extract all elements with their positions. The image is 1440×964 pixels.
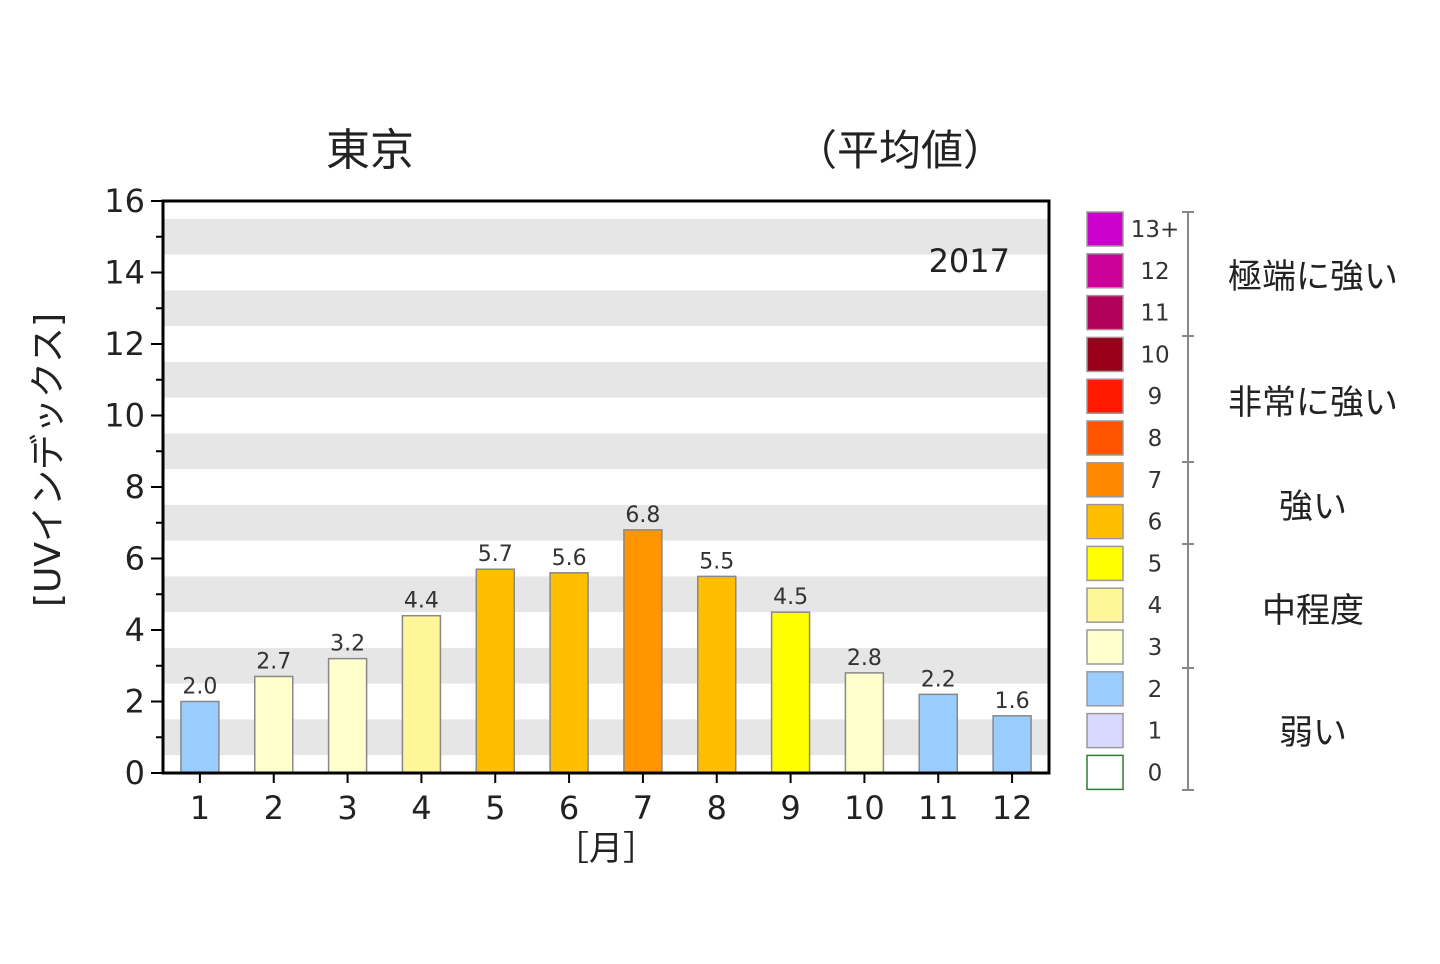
value-label-month-4: 4.4	[404, 589, 439, 614]
value-label-month-10: 2.8	[847, 646, 882, 671]
grid-band	[163, 290, 1049, 327]
bar-month-3	[327, 657, 368, 774]
bar-month-10	[844, 672, 885, 774]
y-axis-label: [UVインデックス]	[28, 313, 69, 607]
legend-category-2: 強い	[1279, 487, 1347, 527]
value-labels-group: 2.0 2.7 3.2 4.4 5.7 5.6 6.8 5.5 4.5 2.8 2.2 1.6	[182, 503, 1029, 714]
grid-band	[163, 647, 1049, 684]
value-label-month-11: 2.2	[921, 667, 956, 692]
legend-label-10: 10	[1140, 342, 1169, 368]
legend-label-3: 3	[1148, 635, 1163, 661]
grid-band	[163, 719, 1049, 756]
legend-label-6: 6	[1148, 510, 1163, 536]
bar-month-2	[254, 675, 294, 774]
grid-band	[163, 576, 1049, 613]
legend-swatch-13plus	[1086, 211, 1124, 247]
legend-label-1: 1	[1148, 719, 1163, 745]
legend-label-11: 11	[1140, 301, 1169, 327]
x-axis-label: ［月］	[555, 829, 657, 869]
legend-swatch-8	[1086, 420, 1124, 456]
legend-swatch-3	[1086, 629, 1124, 665]
legend-swatch-10	[1086, 336, 1124, 373]
legend-swatch-1	[1086, 712, 1124, 749]
year-label: 2017	[929, 242, 1010, 280]
bar-month-8	[697, 575, 737, 774]
legend-swatch-5	[1086, 545, 1124, 582]
legend-swatch-2	[1086, 671, 1124, 707]
x-tick-label-month-10: 10	[844, 789, 885, 827]
y-tick-label: 8	[125, 468, 145, 506]
grid-bands	[163, 201, 1049, 773]
x-tick-label-month-8: 8	[707, 789, 727, 827]
value-label-month-7: 6.8	[625, 503, 660, 528]
bar-month-7	[623, 529, 663, 774]
value-label-month-3: 3.2	[330, 632, 365, 657]
legend-swatch-6	[1086, 503, 1124, 540]
x-tick-label-month-2: 2	[264, 789, 284, 827]
value-label-month-12: 1.6	[995, 689, 1030, 714]
legend-label-7: 7	[1148, 468, 1163, 494]
grid-band	[163, 504, 1049, 541]
legend-swatch-7	[1086, 462, 1124, 498]
value-label-month-9: 4.5	[773, 585, 808, 610]
legend-category-1: 非常に強い	[1228, 383, 1398, 423]
legend-swatch-0	[1086, 754, 1124, 791]
bars-group	[180, 529, 1032, 774]
y-tick-label: 0	[125, 754, 145, 792]
y-tick-label: 16	[104, 182, 145, 220]
bar-month-9	[770, 611, 811, 774]
legend-category-4: 弱い	[1279, 713, 1347, 753]
x-tick-label-month-9: 9	[780, 789, 800, 827]
value-label-month-5: 5.7	[478, 542, 513, 567]
plot-background	[163, 201, 1049, 773]
y-axis: 0 2 4 6 8 10 12 14 16	[104, 182, 163, 792]
grid-band	[163, 361, 1049, 398]
value-label-month-6: 5.6	[552, 546, 587, 571]
value-label-month-1: 2.0	[182, 675, 217, 700]
bar-month-11	[918, 693, 958, 774]
legend-label-13plus: 13+	[1131, 217, 1180, 243]
bar-month-1	[180, 700, 220, 774]
y-tick-label: 4	[125, 611, 145, 649]
legend-swatch-11	[1086, 294, 1124, 331]
x-tick-label-month-12: 12	[992, 789, 1033, 827]
legend-swatch-4	[1086, 587, 1124, 623]
chart-title: 東京	[326, 125, 414, 176]
legend-category-3: 中程度	[1262, 591, 1364, 631]
bar-month-5	[475, 568, 515, 774]
bar-month-12	[992, 715, 1032, 774]
legend-swatch-12	[1086, 253, 1124, 289]
value-label-month-2: 2.7	[256, 649, 291, 674]
grid-band	[163, 218, 1049, 255]
x-tick-label-month-4: 4	[411, 789, 431, 827]
legend-label-9: 9	[1148, 384, 1163, 410]
legend-swatch-9	[1086, 378, 1124, 414]
legend-label-12: 12	[1140, 259, 1169, 285]
y-tick-label: 12	[104, 325, 145, 363]
legend-label-5: 5	[1148, 551, 1163, 577]
x-axis: 1 2 3 4 5 6 7 8 9 10 11 12	[190, 773, 1033, 827]
bar-month-4	[401, 614, 442, 774]
value-label-month-8: 5.5	[699, 549, 734, 574]
y-tick-label: 14	[104, 254, 145, 292]
y-tick-label: 10	[104, 397, 145, 435]
chart-subtitle: （平均値）	[795, 126, 1005, 175]
legend-label-4: 4	[1148, 593, 1163, 619]
grid-band	[163, 433, 1049, 470]
x-tick-label-month-1: 1	[190, 789, 210, 827]
x-tick-label-month-7: 7	[633, 789, 653, 827]
x-tick-label-month-5: 5	[485, 789, 505, 827]
legend-label-0: 0	[1148, 760, 1163, 786]
legend-category-0: 極端に強い	[1228, 257, 1398, 297]
x-tick-label-month-11: 11	[918, 789, 959, 827]
legend-label-8: 8	[1148, 426, 1163, 452]
x-tick-label-month-3: 3	[337, 789, 357, 827]
bar-month-6	[549, 572, 589, 774]
y-tick-label: 2	[125, 683, 145, 721]
legend-label-2: 2	[1148, 677, 1163, 703]
x-tick-label-month-6: 6	[559, 789, 579, 827]
y-tick-label: 6	[125, 540, 145, 578]
